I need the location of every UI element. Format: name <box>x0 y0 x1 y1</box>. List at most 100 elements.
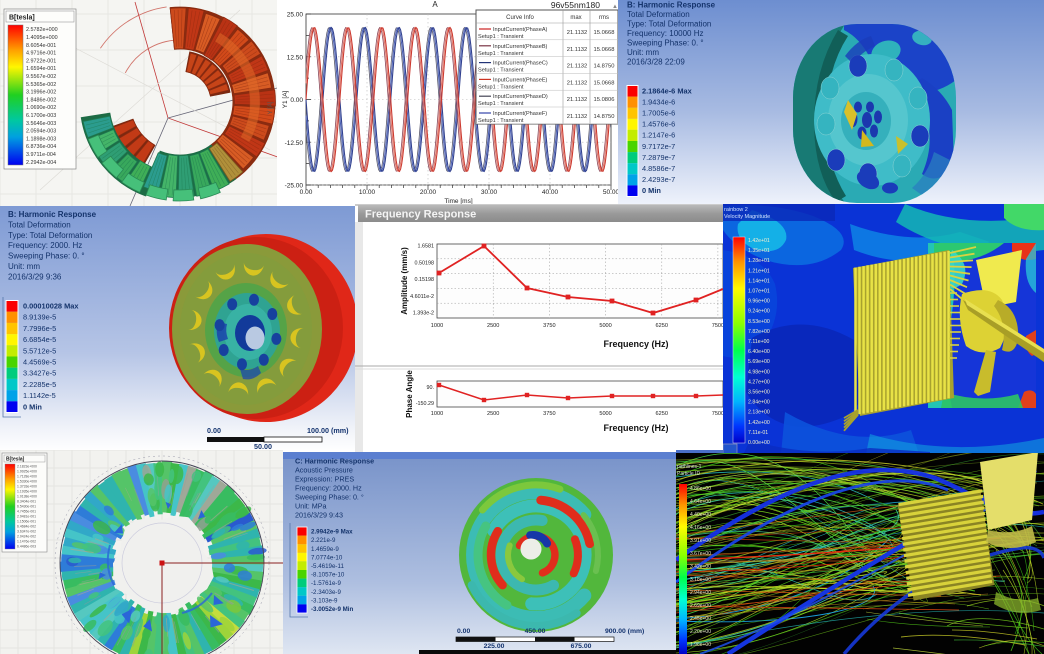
svg-text:C: Harmonic Response: C: Harmonic Response <box>295 457 374 466</box>
svg-text:rainbow 2: rainbow 2 <box>724 207 748 213</box>
svg-text:Y1 [A]: Y1 [A] <box>282 90 289 108</box>
svg-text:1.0138e+000: 1.0138e+000 <box>17 495 37 499</box>
svg-text:B[tesla]: B[tesla] <box>6 457 25 463</box>
svg-text:-25.00: -25.00 <box>285 183 304 190</box>
svg-text:1.2147e-6: 1.2147e-6 <box>642 131 675 140</box>
svg-text:Sweeping Phase: 0. °: Sweeping Phase: 0. ° <box>627 39 704 48</box>
svg-text:max: max <box>570 15 581 21</box>
svg-text:1.28e+01: 1.28e+01 <box>748 258 770 264</box>
svg-text:1.1935e+000: 1.1935e+000 <box>17 490 37 494</box>
svg-text:3.18e+00: 3.18e+00 <box>690 577 711 583</box>
svg-text:Acoustic Pressure: Acoustic Pressure <box>295 466 353 475</box>
svg-text:2.1823e+000: 2.1823e+000 <box>17 465 37 469</box>
svg-text:21.1132: 21.1132 <box>567 80 588 86</box>
svg-text:1.4576e-6: 1.4576e-6 <box>642 120 675 129</box>
svg-text:Setup1 : Transient: Setup1 : Transient <box>478 84 524 90</box>
svg-text:2.2942e-004: 2.2942e-004 <box>26 160 56 166</box>
svg-text:6250: 6250 <box>656 411 668 417</box>
svg-text:8.9139e-5: 8.9139e-5 <box>23 313 56 322</box>
svg-text:1.1476e-002: 1.1476e-002 <box>17 540 36 544</box>
svg-text:5000: 5000 <box>599 323 611 329</box>
svg-text:1000: 1000 <box>431 411 443 417</box>
svg-text:0.00010028 Max: 0.00010028 Max <box>23 302 79 311</box>
svg-text:-5.4619e-11: -5.4619e-11 <box>311 563 344 570</box>
svg-text:15.0668: 15.0668 <box>594 30 615 36</box>
svg-text:B: Harmonic Response: B: Harmonic Response <box>627 1 716 10</box>
svg-text:30.00: 30.00 <box>481 189 498 196</box>
svg-text:5.5712e-5: 5.5712e-5 <box>23 346 56 355</box>
svg-text:2.9481e-001: 2.9481e-001 <box>17 515 36 519</box>
svg-text:▲: ▲ <box>612 4 618 10</box>
svg-text:Particle ID: Particle ID <box>677 471 700 477</box>
svg-text:50.00: 50.00 <box>254 442 272 451</box>
svg-text:4.7455e-001: 4.7455e-001 <box>17 510 36 514</box>
svg-text:Unit: MPa: Unit: MPa <box>295 502 327 511</box>
svg-text:6.5430e-001: 6.5430e-001 <box>17 505 36 509</box>
svg-text:3.6347e-002: 3.6347e-002 <box>17 530 36 534</box>
svg-text:3.3427e-5: 3.3427e-5 <box>23 369 56 378</box>
svg-text:7.7996e-5: 7.7996e-5 <box>23 324 56 333</box>
svg-text:Phase Angle: Phase Angle <box>405 370 414 418</box>
svg-text:1.6594e-001: 1.6594e-001 <box>26 66 56 72</box>
svg-text:Total Deformation: Total Deformation <box>627 10 690 19</box>
svg-text:225.00: 225.00 <box>484 643 505 650</box>
svg-text:3.42e+00: 3.42e+00 <box>690 564 711 570</box>
svg-text:-12.50: -12.50 <box>285 140 304 147</box>
svg-text:Curve Info: Curve Info <box>506 15 534 21</box>
svg-text:21.1132: 21.1132 <box>567 97 588 103</box>
svg-text:9.5567e-002: 9.5567e-002 <box>26 74 56 80</box>
svg-text:0.00: 0.00 <box>207 426 221 435</box>
svg-text:10.00: 10.00 <box>359 189 376 196</box>
svg-text:9.24e+00: 9.24e+00 <box>748 309 770 315</box>
svg-text:Sweeping Phase: 0. °: Sweeping Phase: 0. ° <box>295 493 364 502</box>
svg-text:1.96e+00: 1.96e+00 <box>690 642 711 648</box>
svg-text:900.00 (mm): 900.00 (mm) <box>605 628 644 635</box>
svg-text:1.4095e+000: 1.4095e+000 <box>26 35 58 41</box>
svg-text:1.7128e+000: 1.7128e+000 <box>17 475 37 479</box>
svg-text:0 Min: 0 Min <box>23 402 42 411</box>
svg-text:7500: 7500 <box>712 411 724 417</box>
svg-text:-2.3403e-9: -2.3403e-9 <box>311 589 341 596</box>
svg-text:2.0594e-003: 2.0594e-003 <box>26 129 56 135</box>
svg-text:0.50198: 0.50198 <box>415 260 435 266</box>
svg-text:2.45e+00: 2.45e+00 <box>690 616 711 622</box>
svg-text:1.42e+00: 1.42e+00 <box>748 420 770 426</box>
svg-text:InputCurrent(PhaseE): InputCurrent(PhaseE) <box>493 77 548 83</box>
svg-text:40.00: 40.00 <box>542 189 559 196</box>
svg-text:15.0806: 15.0806 <box>594 97 615 103</box>
svg-text:InputCurrent(PhaseD): InputCurrent(PhaseD) <box>493 94 548 100</box>
svg-text:15.0668: 15.0668 <box>594 47 615 53</box>
svg-text:4.8586e-7: 4.8586e-7 <box>642 164 675 173</box>
svg-text:Total Deformation: Total Deformation <box>8 220 71 229</box>
svg-text:3750: 3750 <box>543 411 555 417</box>
svg-text:100.00 (mm): 100.00 (mm) <box>307 426 349 435</box>
svg-text:1.393e-2: 1.393e-2 <box>413 311 434 317</box>
svg-text:21.1132: 21.1132 <box>567 30 588 36</box>
svg-text:Frequency: 2000. Hz: Frequency: 2000. Hz <box>295 484 362 493</box>
svg-text:6.40e+00: 6.40e+00 <box>748 349 770 355</box>
svg-text:12.50: 12.50 <box>287 54 304 61</box>
svg-text:Type: Total Deformation: Type: Total Deformation <box>8 231 92 240</box>
svg-text:3750: 3750 <box>543 323 555 329</box>
svg-text:4.27e+00: 4.27e+00 <box>748 379 770 385</box>
svg-text:2.94e+00: 2.94e+00 <box>690 590 711 596</box>
svg-text:2016/3/29 9:43: 2016/3/29 9:43 <box>295 511 343 520</box>
svg-text:Setup1 : Transient: Setup1 : Transient <box>478 34 524 40</box>
svg-text:8.3404e-001: 8.3404e-001 <box>17 500 36 504</box>
svg-text:0.00: 0.00 <box>300 189 313 196</box>
svg-text:1.1898e-003: 1.1898e-003 <box>26 136 56 142</box>
svg-text:2.0424e-002: 2.0424e-002 <box>17 535 36 539</box>
svg-text:Frequency: 2000. Hz: Frequency: 2000. Hz <box>8 241 82 250</box>
svg-text:Type: Total Deformation: Type: Total Deformation <box>627 20 711 29</box>
svg-text:1.9434e-6: 1.9434e-6 <box>642 97 675 106</box>
svg-text:1.07e+01: 1.07e+01 <box>748 289 770 295</box>
svg-text:2.1864e-6 Max: 2.1864e-6 Max <box>642 86 693 95</box>
svg-text:450.00: 450.00 <box>525 628 546 635</box>
svg-text:25.00: 25.00 <box>287 12 304 19</box>
svg-text:4.86e+00: 4.86e+00 <box>690 486 711 492</box>
svg-text:Y [A]: Y [A] <box>268 101 274 114</box>
svg-text:1.21e+01: 1.21e+01 <box>748 268 770 274</box>
svg-text:Frequency (Hz): Frequency (Hz) <box>603 339 668 349</box>
svg-text:1.0690e-002: 1.0690e-002 <box>26 105 56 111</box>
svg-text:3.56e+00: 3.56e+00 <box>748 390 770 396</box>
